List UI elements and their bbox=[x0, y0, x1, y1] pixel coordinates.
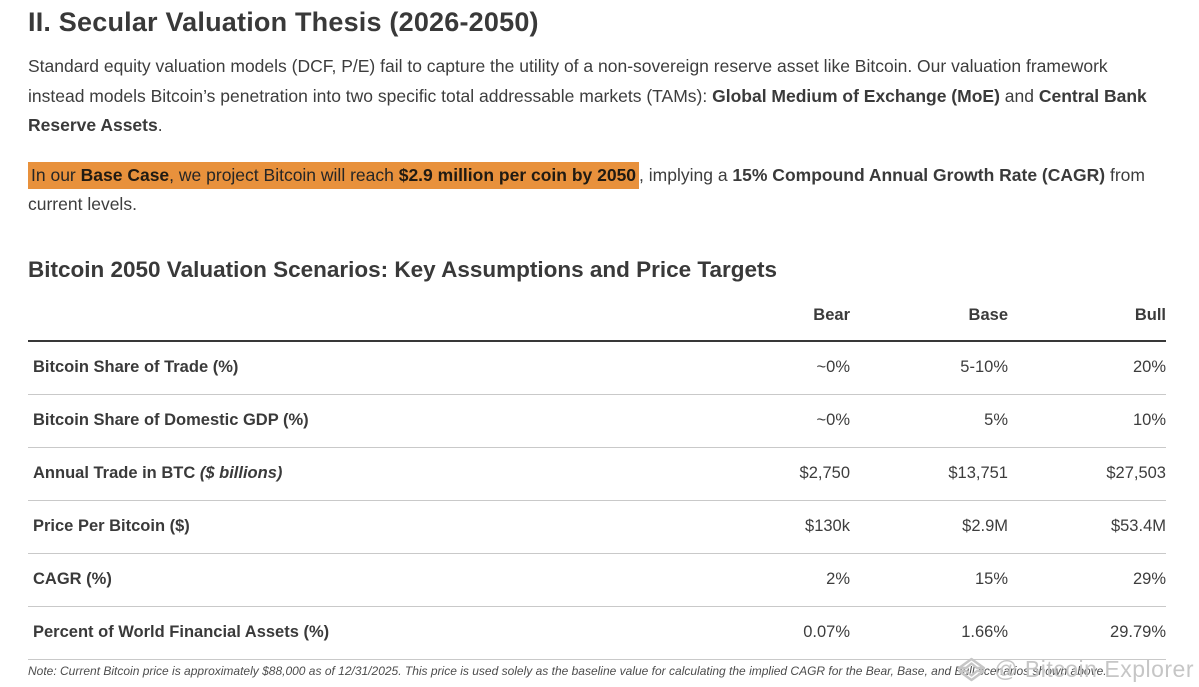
intro-paragraph: Standard equity valuation models (DCF, P… bbox=[28, 52, 1166, 141]
table-header-row: Bear Base Bull bbox=[28, 296, 1166, 342]
thesis-paragraph: In our Base Case, we project Bitcoin wil… bbox=[28, 161, 1166, 220]
cell-bull: 10% bbox=[1008, 394, 1166, 448]
row-label: Percent of World Financial Assets (%) bbox=[28, 606, 692, 660]
intro-bold-reserve: Central Bank Reserve Assets bbox=[28, 85, 1147, 136]
valuation-scenarios-table: Bear Base Bull Bitcoin Share of Trade (%… bbox=[28, 296, 1166, 660]
row-label-unit-note: ($ billions) bbox=[199, 464, 283, 482]
cell-base: 5% bbox=[850, 394, 1008, 448]
cell-base: $13,751 bbox=[850, 447, 1008, 501]
page-title: II. Secular Valuation Thesis (2026-2050) bbox=[28, 7, 539, 37]
row-label: CAGR (%) bbox=[28, 553, 692, 607]
table-title: Bitcoin 2050 Valuation Scenarios: Key As… bbox=[28, 256, 777, 282]
table-row-world-financial-assets: Percent of World Financial Assets (%) 0.… bbox=[28, 606, 1166, 660]
cell-base: 1.66% bbox=[850, 606, 1008, 660]
cell-base: $2.9M bbox=[850, 500, 1008, 554]
table-row-cagr: CAGR (%) 2% 15% 29% bbox=[28, 553, 1166, 607]
intro-bold-moe: Global Medium of Exchange (MoE) bbox=[712, 85, 1000, 106]
row-label: Price Per Bitcoin ($) bbox=[28, 500, 692, 554]
table-footnote: Note: Current Bitcoin price is approxima… bbox=[28, 663, 1107, 678]
thesis-bold-cagr: 15% Compound Annual Growth Rate (CAGR) bbox=[732, 164, 1106, 185]
cell-bull: $27,503 bbox=[1008, 447, 1166, 501]
column-header-bull: Bull bbox=[1008, 296, 1166, 342]
thesis-text: , implying a bbox=[639, 164, 733, 185]
cell-bear: 0.07% bbox=[692, 606, 850, 660]
highlight-text: In our bbox=[31, 164, 81, 185]
table-row-share-of-trade: Bitcoin Share of Trade (%) ~0% 5-10% 20% bbox=[28, 340, 1166, 395]
highlighted-thesis: In our Base Case, we project Bitcoin wil… bbox=[28, 161, 640, 189]
cell-base: 5-10% bbox=[850, 340, 1008, 395]
cell-bear: 2% bbox=[692, 553, 850, 607]
intro-text-and: and bbox=[999, 85, 1039, 106]
cell-bear: ~0% bbox=[692, 340, 850, 395]
cell-bear: ~0% bbox=[692, 394, 850, 448]
table-row-share-of-gdp: Bitcoin Share of Domestic GDP (%) ~0% 5%… bbox=[28, 394, 1166, 448]
highlight-bold-base-case: Base Case bbox=[80, 164, 170, 185]
row-label-text: Annual Trade in BTC bbox=[33, 464, 196, 482]
column-header-bear: Bear bbox=[692, 296, 850, 342]
intro-text-period: . bbox=[157, 115, 163, 135]
cell-bull: 29% bbox=[1008, 553, 1166, 607]
cell-bear: $2,750 bbox=[692, 447, 850, 501]
row-label: Bitcoin Share of Trade (%) bbox=[28, 340, 692, 395]
thesis-text-2: from current levels. bbox=[28, 164, 1145, 215]
row-label-column-header bbox=[28, 296, 692, 342]
cell-bull: 20% bbox=[1008, 340, 1166, 395]
row-label: Bitcoin Share of Domestic GDP (%) bbox=[28, 394, 692, 448]
highlight-bold-price-target: $2.9 million per coin by 2050 bbox=[398, 164, 637, 185]
table-row-price-per-bitcoin: Price Per Bitcoin ($) $130k $2.9M $53.4M bbox=[28, 500, 1166, 554]
cell-bull: 29.79% bbox=[1008, 606, 1166, 660]
cell-bear: $130k bbox=[692, 500, 850, 554]
table-row-annual-trade: Annual Trade in BTC ($ billions) $2,750 … bbox=[28, 447, 1166, 501]
cell-base: 15% bbox=[850, 553, 1008, 607]
column-header-base: Base bbox=[850, 296, 1008, 342]
row-label: Annual Trade in BTC ($ billions) bbox=[28, 447, 692, 501]
cell-bull: $53.4M bbox=[1008, 500, 1166, 554]
highlight-text-2: , we project Bitcoin will reach bbox=[169, 164, 399, 185]
intro-text: Standard equity valuation models (DCF, P… bbox=[28, 56, 1108, 106]
